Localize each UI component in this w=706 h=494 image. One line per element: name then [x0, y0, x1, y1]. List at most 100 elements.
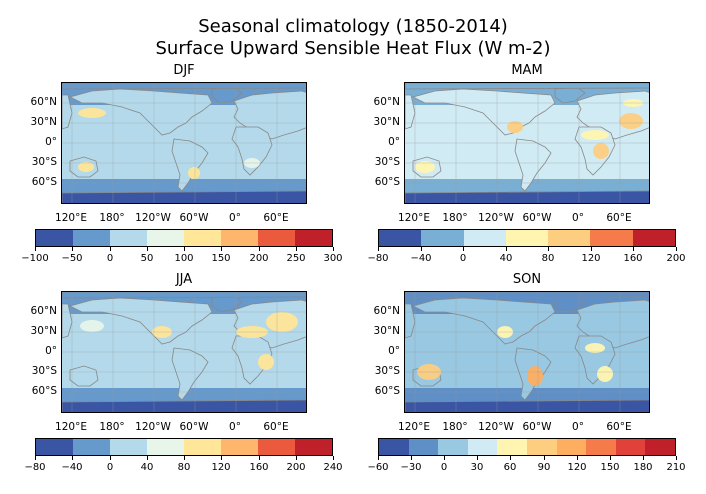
colorbar-segment-2 [110, 439, 147, 455]
continent-asiaEastPart [405, 94, 416, 130]
lon-tick-label: 120°E [398, 212, 430, 224]
colorbar-segment-3 [147, 439, 184, 455]
figure-title-line-2: Surface Upward Sensible Heat Flux (W m-2… [155, 38, 551, 59]
colorbar-segment-0 [379, 230, 422, 246]
colorbar-tickmark [676, 456, 677, 460]
lat-tick-label: 0° [388, 345, 400, 357]
colorbar-tick-label: 240 [323, 462, 343, 473]
colorbar-tickmark [147, 456, 148, 460]
colorbar-mam [378, 229, 676, 247]
flux-patch-2 [597, 366, 613, 382]
colorbar-tick-label: 90 [537, 462, 551, 473]
continent-antarctica [405, 190, 649, 203]
colorbar-tick-label: 120 [211, 462, 231, 473]
colorbar-segment-0 [36, 230, 73, 246]
lon-tick-label: 60°W [179, 212, 209, 224]
lat-tick-label: 0° [45, 345, 57, 357]
colorbar-segment-0 [36, 439, 73, 455]
lat-tick-label: 30°S [31, 365, 57, 377]
flux-patch-0 [527, 366, 543, 386]
continent-arctic [405, 292, 649, 299]
lon-tick-label: 120°W [478, 212, 514, 224]
colorbar-segment-5 [221, 230, 258, 246]
colorbar-segment-7 [295, 439, 332, 455]
colorbar-tick-label: 40 [499, 253, 513, 264]
flux-patch-1 [78, 162, 94, 172]
colorbar-tickmark [676, 247, 677, 251]
continent-africa [231, 335, 273, 385]
lon-tick-label: 60°W [179, 421, 209, 433]
colorbar-segment-6 [258, 439, 295, 455]
colorbar-tickmark [544, 456, 545, 460]
colorbar-jja [35, 438, 333, 456]
colorbar-tick-label: 210 [666, 462, 686, 473]
lon-tick-label: 120°W [135, 421, 171, 433]
colorbar-tick-label: 50 [140, 253, 154, 264]
colorbar-tickmark [259, 247, 260, 251]
colorbar-segment-4 [184, 230, 221, 246]
colorbar-tick-label: −30 [400, 462, 422, 473]
colorbar-tick-label: 40 [140, 462, 154, 473]
colorbar-segment-8 [615, 439, 646, 455]
colorbar-tickmark [259, 456, 260, 460]
colorbar-djf [35, 229, 333, 247]
colorbar-tick-label: 200 [666, 253, 686, 264]
colorbar-tickmark [510, 456, 511, 460]
flux-patch-2 [266, 312, 298, 332]
colorbar-tickmark [591, 247, 592, 251]
colorbar-tickmark [35, 247, 36, 251]
map-mam [404, 82, 650, 204]
colorbar-tick-label: 60 [503, 462, 517, 473]
colorbar-tick-label: 160 [623, 253, 643, 264]
continent-northAmerica [411, 297, 556, 345]
colorbar-tick-label: −60 [367, 462, 389, 473]
lat-tick-label: 0° [388, 136, 400, 148]
colorbar-tick-label: 120 [567, 462, 587, 473]
colorbar-segment-6 [556, 439, 587, 455]
map-canvas-mam [405, 83, 649, 203]
colorbar-tickmark [72, 247, 73, 251]
colorbar-tickmark [577, 456, 578, 460]
lon-tick-label: 120°E [55, 421, 87, 433]
colorbar-segment-6 [258, 230, 295, 246]
flux-patch-2 [188, 167, 200, 179]
colorbar-segment-1 [73, 439, 110, 455]
lat-tick-label: 0° [45, 136, 57, 148]
flux-patch-4 [585, 343, 605, 353]
lon-tick-label: 120°W [478, 421, 514, 433]
panel-title-son: SON [512, 272, 542, 287]
map-canvas-djf [62, 83, 306, 203]
colorbar-segment-1 [73, 230, 110, 246]
colorbar-tickmark [378, 247, 379, 251]
colorbar-segment-3 [467, 439, 498, 455]
colorbar-tickmark [333, 247, 334, 251]
colorbar-tickmark [110, 247, 111, 251]
continent-antarctica [62, 399, 306, 412]
flux-patch-4 [80, 320, 104, 332]
colorbar-segment-3 [505, 230, 549, 246]
colorbar-tickmark [643, 456, 644, 460]
colorbar-son [378, 438, 676, 456]
lon-tick-label: 120°E [398, 421, 430, 433]
colorbar-tickmark [184, 456, 185, 460]
colorbar-tickmark [506, 247, 507, 251]
lon-tick-label: 0° [572, 421, 584, 433]
colorbar-tickmark [35, 456, 36, 460]
map-canvas-son [405, 292, 649, 412]
lon-tick-label: 0° [229, 212, 241, 224]
colorbar-segment-3 [147, 230, 184, 246]
colorbar-tick-label: 30 [470, 462, 484, 473]
colorbar-tick-label: −40 [410, 253, 432, 264]
colorbar-segment-2 [463, 230, 506, 246]
colorbar-segment-7 [295, 230, 332, 246]
flux-patch-1 [581, 130, 609, 140]
figure-title-line-1: Seasonal climatology (1850-2014) [198, 16, 508, 37]
colorbar-tickmark [221, 247, 222, 251]
map-djf [61, 82, 307, 204]
colorbar-segment-7 [586, 439, 616, 455]
lat-tick-label: 60°N [373, 305, 400, 317]
lon-tick-label: 120°E [55, 212, 87, 224]
colorbar-tick-label: −40 [61, 462, 83, 473]
colorbar-segment-2 [110, 230, 147, 246]
colorbar-tickmark [477, 456, 478, 460]
